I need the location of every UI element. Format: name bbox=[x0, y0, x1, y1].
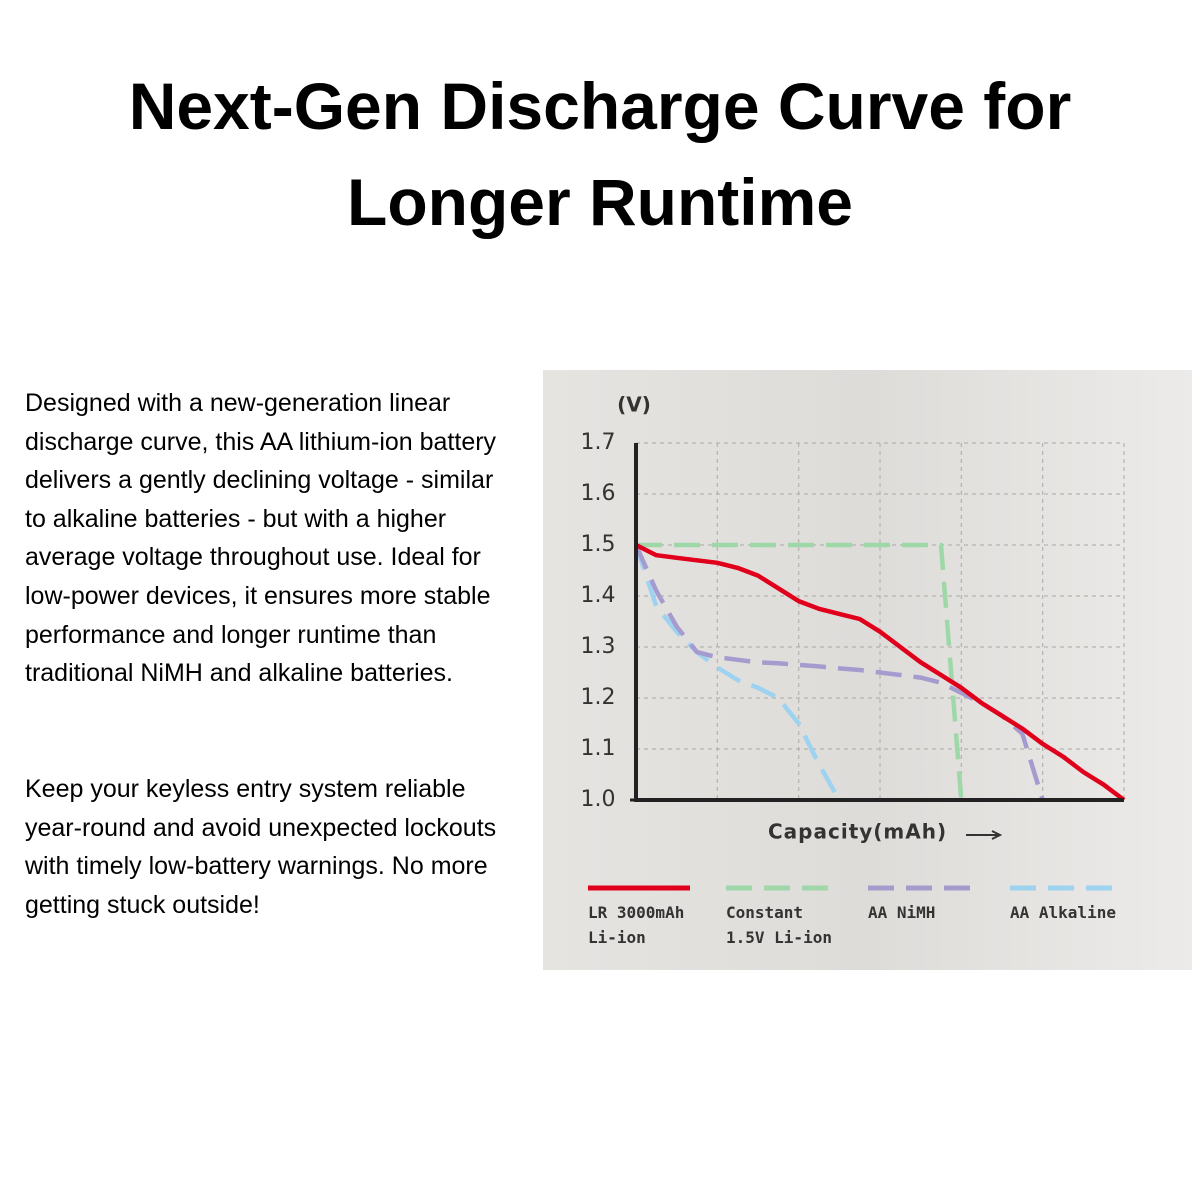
y-tick-label: 1.0 bbox=[581, 787, 616, 812]
y-tick-label: 1.5 bbox=[581, 532, 616, 557]
y-tick-label: 1.1 bbox=[581, 736, 616, 761]
legend-label: AA NiMH bbox=[868, 903, 936, 922]
x-arrow bbox=[966, 830, 1003, 840]
y-axis-label: (V) bbox=[617, 393, 651, 417]
legend-label: AA Alkaline bbox=[1010, 903, 1116, 922]
y-tick-label: 1.7 bbox=[581, 430, 616, 455]
legend-label: Constant 1.5V Li-ion bbox=[726, 903, 832, 947]
y-tick-label: 1.6 bbox=[581, 481, 616, 506]
paragraph: Designed with a new-generation linear di… bbox=[25, 389, 497, 688]
page-title: Next-Gen Discharge Curve for Longer Runt… bbox=[128, 69, 1072, 239]
series-line bbox=[633, 544, 842, 802]
series-line bbox=[633, 544, 1045, 801]
paragraph: Keep your keyless entry system reliable … bbox=[25, 775, 497, 919]
legend-label: LR 3000mAh Li-ion bbox=[588, 903, 685, 947]
y-tick-label: 1.2 bbox=[581, 685, 616, 710]
y-tick-label: 1.4 bbox=[581, 583, 616, 608]
series-line bbox=[634, 542, 1126, 802]
x-axis-label: Capacity(mAh) bbox=[768, 820, 947, 844]
series-line bbox=[636, 542, 964, 801]
y-tick-label: 1.3 bbox=[581, 634, 616, 659]
chart-background bbox=[543, 370, 1192, 970]
